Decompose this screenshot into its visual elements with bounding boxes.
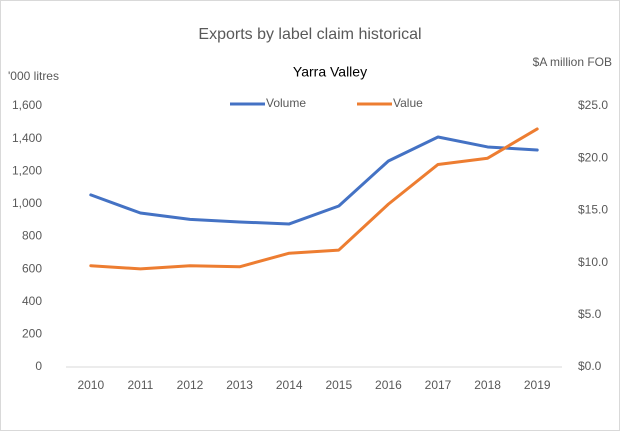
chart-subtitle: Yarra Valley	[293, 64, 367, 80]
y2-tick-label: $20.0	[578, 150, 608, 164]
x-tick-label: 2016	[375, 378, 402, 392]
y2-tick-label: $5.0	[578, 307, 602, 321]
y2-tick-label: $15.0	[578, 203, 608, 217]
x-tick-label: 2019	[524, 378, 551, 392]
x-tick-label: 2015	[325, 378, 352, 392]
y2-tick-label: $0.0	[578, 359, 602, 373]
y2-axis-label: $A million FOB	[533, 55, 612, 69]
y-tick-label: 200	[22, 327, 42, 341]
y-tick-label: 1,200	[12, 163, 42, 177]
chart-title: Exports by label claim historical	[198, 26, 421, 43]
x-tick-label: 2011	[127, 378, 153, 392]
y2-tick-label: $25.0	[578, 98, 608, 112]
y-tick-label: 1,600	[12, 98, 42, 112]
series-line	[89, 127, 539, 271]
x-tick-label: 2014	[276, 378, 303, 392]
series-line	[89, 135, 539, 226]
y-tick-label: 1,400	[12, 131, 42, 145]
y-tick-label: 400	[22, 294, 42, 308]
legend-label: Volume	[266, 96, 306, 110]
y-tick-label: 1,000	[12, 196, 42, 210]
x-tick-label: 2010	[77, 378, 104, 392]
y-tick-label: 0	[35, 359, 42, 373]
x-tick-label: 2017	[425, 378, 452, 392]
y-tick-label: 600	[22, 261, 42, 275]
y2-tick-label: $10.0	[578, 255, 608, 269]
y-axis-label: '000 litres	[8, 69, 59, 83]
x-tick-label: 2012	[177, 378, 204, 392]
y-tick-label: 800	[22, 229, 42, 243]
legend-label: Value	[393, 96, 423, 110]
x-tick-label: 2013	[226, 378, 253, 392]
x-tick-label: 2018	[474, 378, 501, 392]
